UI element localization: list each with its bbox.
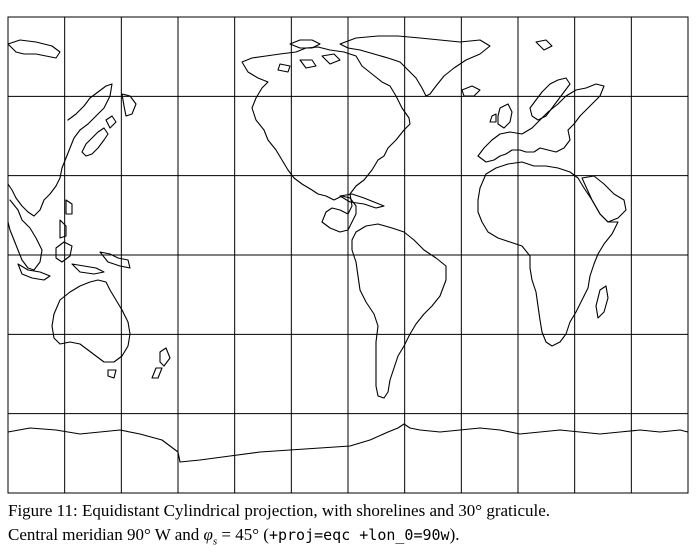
map-frame <box>7 16 689 494</box>
coast-arabia <box>581 175 627 223</box>
coast-north-america <box>241 46 411 233</box>
figure-caption: Figure 11: Equidistant Cylindrical proje… <box>8 499 692 553</box>
proj-string: +proj=eqc +lon_0=90w <box>268 526 450 544</box>
map-figure <box>7 16 689 494</box>
coast-south-america <box>351 223 447 399</box>
coast-east-asia <box>7 39 113 217</box>
coast-southeast-asia <box>7 199 43 271</box>
coast-africa <box>477 161 619 347</box>
coast-british-isles <box>489 103 513 129</box>
world-map <box>7 16 689 494</box>
coast-tasmania <box>107 369 117 379</box>
caption-line-2: Central meridian 90° W and φs = 45° (+pr… <box>8 523 692 553</box>
phi-value: = 45° ( <box>217 525 269 544</box>
coast-madagascar <box>595 285 609 319</box>
graticule <box>8 17 688 493</box>
shorelines <box>7 35 689 463</box>
coast-australia <box>51 279 131 363</box>
caption-line-2-suffix: ). <box>449 525 460 544</box>
coast-arctic-islands <box>277 39 341 73</box>
coast-new-zealand <box>151 347 171 379</box>
coast-caribbean <box>339 193 385 209</box>
coast-kamchatka <box>121 93 137 117</box>
phi-subscript: s <box>212 535 218 548</box>
coast-europe <box>477 83 605 163</box>
phi-symbol: φ <box>203 525 213 544</box>
coast-svalbard <box>535 39 553 51</box>
coast-greenland <box>339 35 491 97</box>
caption-line-2-prefix: Central meridian 90° W and <box>8 525 204 544</box>
coast-scandinavia <box>529 77 571 121</box>
coast-indonesia <box>17 199 131 281</box>
caption-line-1: Figure 11: Equidistant Cylindrical proje… <box>8 501 551 520</box>
coast-antarctica <box>7 423 689 463</box>
coast-japan <box>81 115 117 157</box>
coast-iceland <box>461 85 481 97</box>
